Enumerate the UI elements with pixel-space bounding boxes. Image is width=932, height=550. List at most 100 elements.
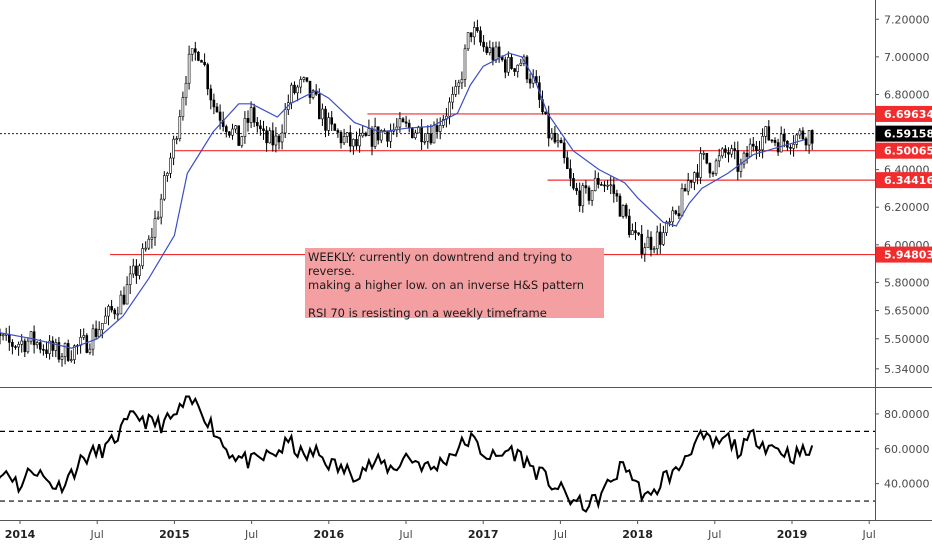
candle-body — [302, 77, 306, 80]
rsi-tick-label: 80.0000 — [884, 408, 930, 421]
candle-body — [364, 132, 368, 136]
candle-body — [457, 82, 461, 87]
candle-body — [590, 190, 594, 201]
candle-body — [702, 153, 706, 155]
candle-body — [575, 187, 578, 192]
candle-body — [553, 132, 557, 143]
candle-body — [274, 135, 278, 146]
candles — [0, 19, 814, 367]
candle-body — [29, 331, 33, 342]
candle-body — [20, 340, 24, 345]
candle-body — [556, 139, 560, 143]
candle-body — [751, 143, 755, 147]
candle-body — [277, 135, 281, 143]
candle-body — [696, 172, 699, 178]
candle-body — [414, 132, 417, 139]
candle-body — [423, 140, 427, 143]
candle-body — [441, 118, 445, 126]
time-tick-label: Jul — [553, 528, 567, 541]
candle-body — [209, 88, 213, 101]
candle-body — [82, 335, 85, 338]
candle-body — [807, 130, 811, 146]
time-tick-label: 2016 — [313, 528, 344, 541]
candle-body — [243, 118, 247, 137]
candle-body — [271, 130, 275, 146]
candle-body — [8, 333, 11, 343]
candle-body — [197, 51, 200, 61]
candle-body — [97, 329, 101, 337]
candle-body — [268, 130, 272, 144]
candle-body — [435, 125, 439, 132]
candle-body — [398, 118, 402, 128]
candle-body — [184, 82, 188, 99]
candle-body — [57, 342, 61, 360]
candle-body — [42, 349, 45, 351]
candle-body — [181, 97, 185, 117]
candle-body — [637, 232, 640, 235]
candle-body — [116, 313, 120, 316]
candle-body — [581, 185, 585, 207]
candle-body — [587, 187, 591, 201]
candle-body — [497, 46, 501, 58]
candle-body — [519, 62, 523, 66]
candle-body — [73, 345, 76, 360]
candle-body — [742, 152, 746, 165]
candle-body — [355, 139, 358, 147]
candle-body — [218, 111, 222, 121]
candle-body — [237, 125, 240, 146]
candle-body — [584, 185, 588, 189]
candle-body — [60, 356, 64, 360]
candle-body — [255, 122, 259, 127]
candle-body — [565, 157, 569, 169]
candle-body — [172, 138, 175, 159]
current-price-label: 6.59158 — [884, 128, 932, 141]
candle-body — [32, 331, 36, 346]
rsi-tick-label: 40.0000 — [884, 478, 930, 491]
time-tick-label: Jul — [707, 528, 721, 541]
candle-body — [516, 64, 520, 72]
price-axis: 7.200007.000006.800006.600006.400006.200… — [875, 13, 930, 376]
candle-body — [634, 230, 637, 234]
candle-body — [94, 328, 98, 337]
candle-body — [801, 130, 805, 140]
candle-body — [317, 93, 321, 120]
rsi-reference-lines — [0, 430, 875, 502]
level-tag — [876, 246, 932, 263]
price-tick-label: 5.80000 — [884, 276, 930, 289]
candle-body — [488, 47, 492, 53]
candle-body — [361, 132, 365, 137]
candle-body — [290, 84, 293, 103]
candle-body — [379, 130, 383, 141]
candle-body — [280, 132, 284, 143]
candle-body — [482, 41, 485, 48]
candle-body — [603, 184, 606, 187]
candle-body — [225, 126, 228, 133]
candle-body — [640, 233, 644, 255]
candle-body — [104, 315, 107, 324]
candle-body — [166, 173, 169, 176]
candle-body — [203, 61, 206, 65]
candle-body — [91, 328, 95, 350]
candle-body — [739, 163, 743, 172]
candle-body — [767, 126, 771, 141]
candle-body — [426, 133, 430, 142]
candle-body — [26, 340, 30, 353]
candle-body — [107, 306, 110, 317]
candle-body — [513, 68, 516, 72]
candle-body — [339, 132, 343, 144]
candle-body — [708, 162, 712, 174]
candle-body — [259, 125, 262, 130]
candle-body — [792, 143, 795, 149]
time-axis: 2014 Jul 2015 Jul 2016 Jul 2017 Jul 2018 Jul 2019 J… — [5, 520, 876, 541]
time-tick-label: 2017 — [468, 528, 499, 541]
candle-body — [674, 210, 678, 214]
candle-body — [494, 46, 498, 61]
time-tick-label: Jul — [244, 528, 258, 541]
candle-body — [429, 133, 433, 144]
candle-body — [448, 101, 451, 117]
current-price-tag — [876, 125, 932, 142]
horizontal-levels — [110, 113, 875, 256]
candle-body — [618, 195, 622, 217]
price-tick-label: 6.20000 — [884, 201, 930, 214]
